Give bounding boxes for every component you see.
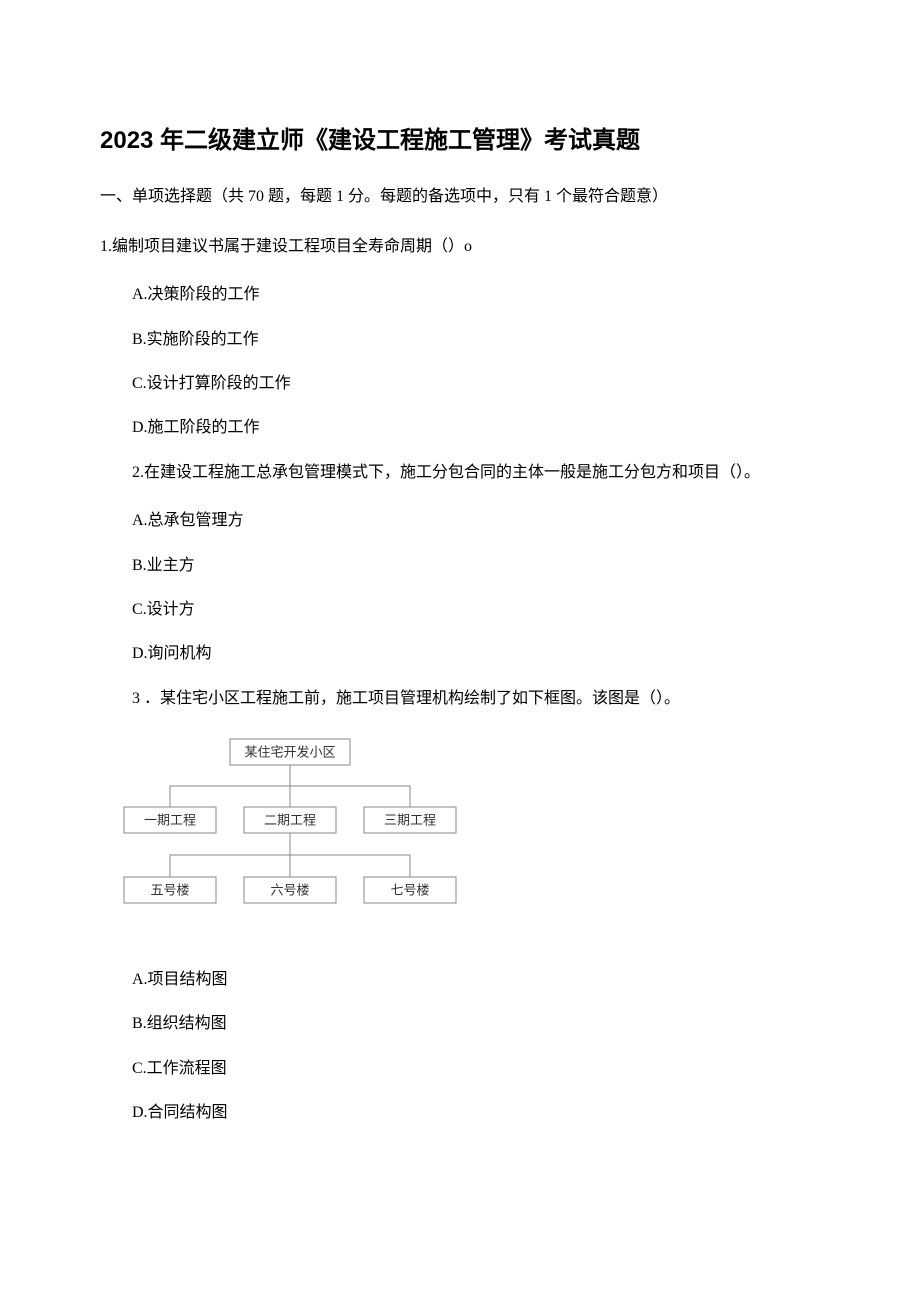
q1-stem: 1.编制项目建议书属于建设工程项目全寿命周期（）o [100, 232, 820, 262]
q3-diagram: 某住宅开发小区一期工程 二期工程 三期工程五号楼 六号楼 七号楼 [100, 732, 820, 937]
svg-text:一期工程: 一期工程 [144, 813, 196, 828]
svg-text:六号楼: 六号楼 [270, 883, 309, 898]
q2-stem: 2.在建设工程施工总承包管理模式下，施工分包合同的主体一般是施工分包方和项目（）… [100, 458, 820, 488]
svg-text:七号楼: 七号楼 [390, 883, 429, 898]
page: 2023 年二级建立师《建设工程施工管理》考试真题 一、单项选择题（共 70 题… [0, 0, 920, 1301]
q3-option-b: B.组织结构图 [100, 1009, 820, 1039]
q3-option-d: D.合同结构图 [100, 1098, 820, 1128]
q3-stem: 3 ．某住宅小区工程施工前，施工项目管理机构绘制了如下框图。该图是（）。 [132, 684, 820, 714]
svg-text:五号楼: 五号楼 [150, 883, 189, 898]
q1-option-b: B.实施阶段的工作 [100, 325, 820, 355]
q3-option-a: A.项目结构图 [100, 965, 820, 995]
svg-text:三期工程: 三期工程 [384, 813, 436, 828]
tree-diagram-svg: 某住宅开发小区一期工程 二期工程 三期工程五号楼 六号楼 七号楼 [100, 732, 480, 932]
q1-option-a: A.决策阶段的工作 [100, 280, 820, 310]
svg-text:二期工程: 二期工程 [264, 813, 316, 828]
svg-text:某住宅开发小区: 某住宅开发小区 [244, 745, 335, 760]
section-description: 一、单项选择题（共 70 题，每题 1 分。每题的备选项中，只有 1 个最符合题… [100, 183, 820, 212]
q3-option-c: C.工作流程图 [100, 1054, 820, 1084]
q2-option-c: C.设计方 [100, 595, 820, 625]
q1-option-c: C.设计打算阶段的工作 [100, 369, 820, 399]
q2-option-b: B.业主方 [100, 551, 820, 581]
q1-option-d: D.施工阶段的工作 [100, 413, 820, 443]
q2-option-d: D.询问机构 [100, 639, 820, 669]
q2-option-a: A.总承包管理方 [100, 506, 820, 536]
document-title: 2023 年二级建立师《建设工程施工管理》考试真题 [100, 120, 820, 155]
